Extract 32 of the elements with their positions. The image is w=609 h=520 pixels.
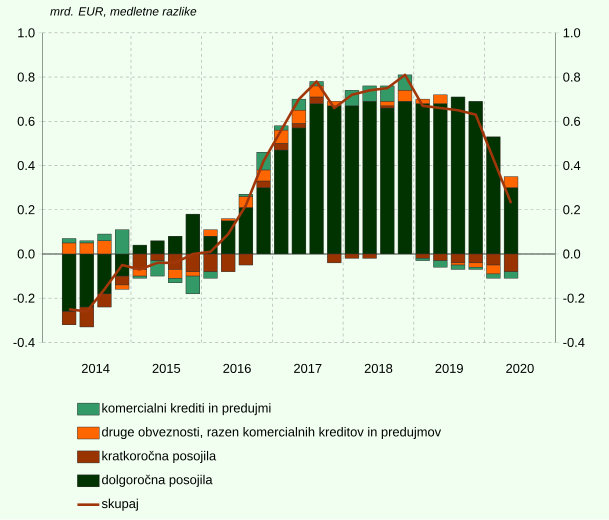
y-tick-label: 0.4 [18,161,35,170]
y2-tick-label: -0.4 [563,338,585,348]
y-tick-label: 0.6 [18,116,35,126]
x-tick-label: 2020 [506,364,534,374]
y-tick-label: 1.0 [18,28,35,38]
y2-tick-label: 0.0 [563,250,580,259]
y2-tick-label: -0.2 [563,294,584,303]
x-tick-label: 2016 [223,364,251,374]
y-tick-label: 0.8 [18,72,35,82]
y-tick-label: -0.4 [13,338,35,348]
bar [450,264,466,270]
chart-title: mrd. EUR, medletne razlike [50,7,196,18]
legend-label: skupaj [102,498,138,511]
x-tick-label: 2019 [435,364,463,374]
y2-tick-label: 0.6 [563,116,580,126]
y-tick-label: 0.0 [18,250,35,259]
x-tick-label: 2018 [364,364,392,374]
bar [380,108,394,254]
x-tick-label: 2015 [152,364,180,374]
x-tick-label: 2014 [82,364,110,374]
legend-label: dolgoročna posojila [102,474,213,488]
legend-label: kratkoročna posojila [102,451,216,464]
y2-tick-label: 0.2 [563,205,580,214]
y2-tick-label: 0.4 [563,161,580,170]
legend-label: druge obveznosti, razen komercialnih kreditov in predujmov [102,427,442,440]
x-tick-label: 2017 [294,364,322,374]
y2-tick-label: 1.0 [564,28,580,38]
bar [292,128,306,254]
y-tick-label: 0.2 [18,205,34,214]
y-tick-label: -0.2 [13,294,34,303]
y2-tick-label: 0.8 [563,72,580,82]
legend-label: komercialni krediti in predujmi [102,403,270,416]
